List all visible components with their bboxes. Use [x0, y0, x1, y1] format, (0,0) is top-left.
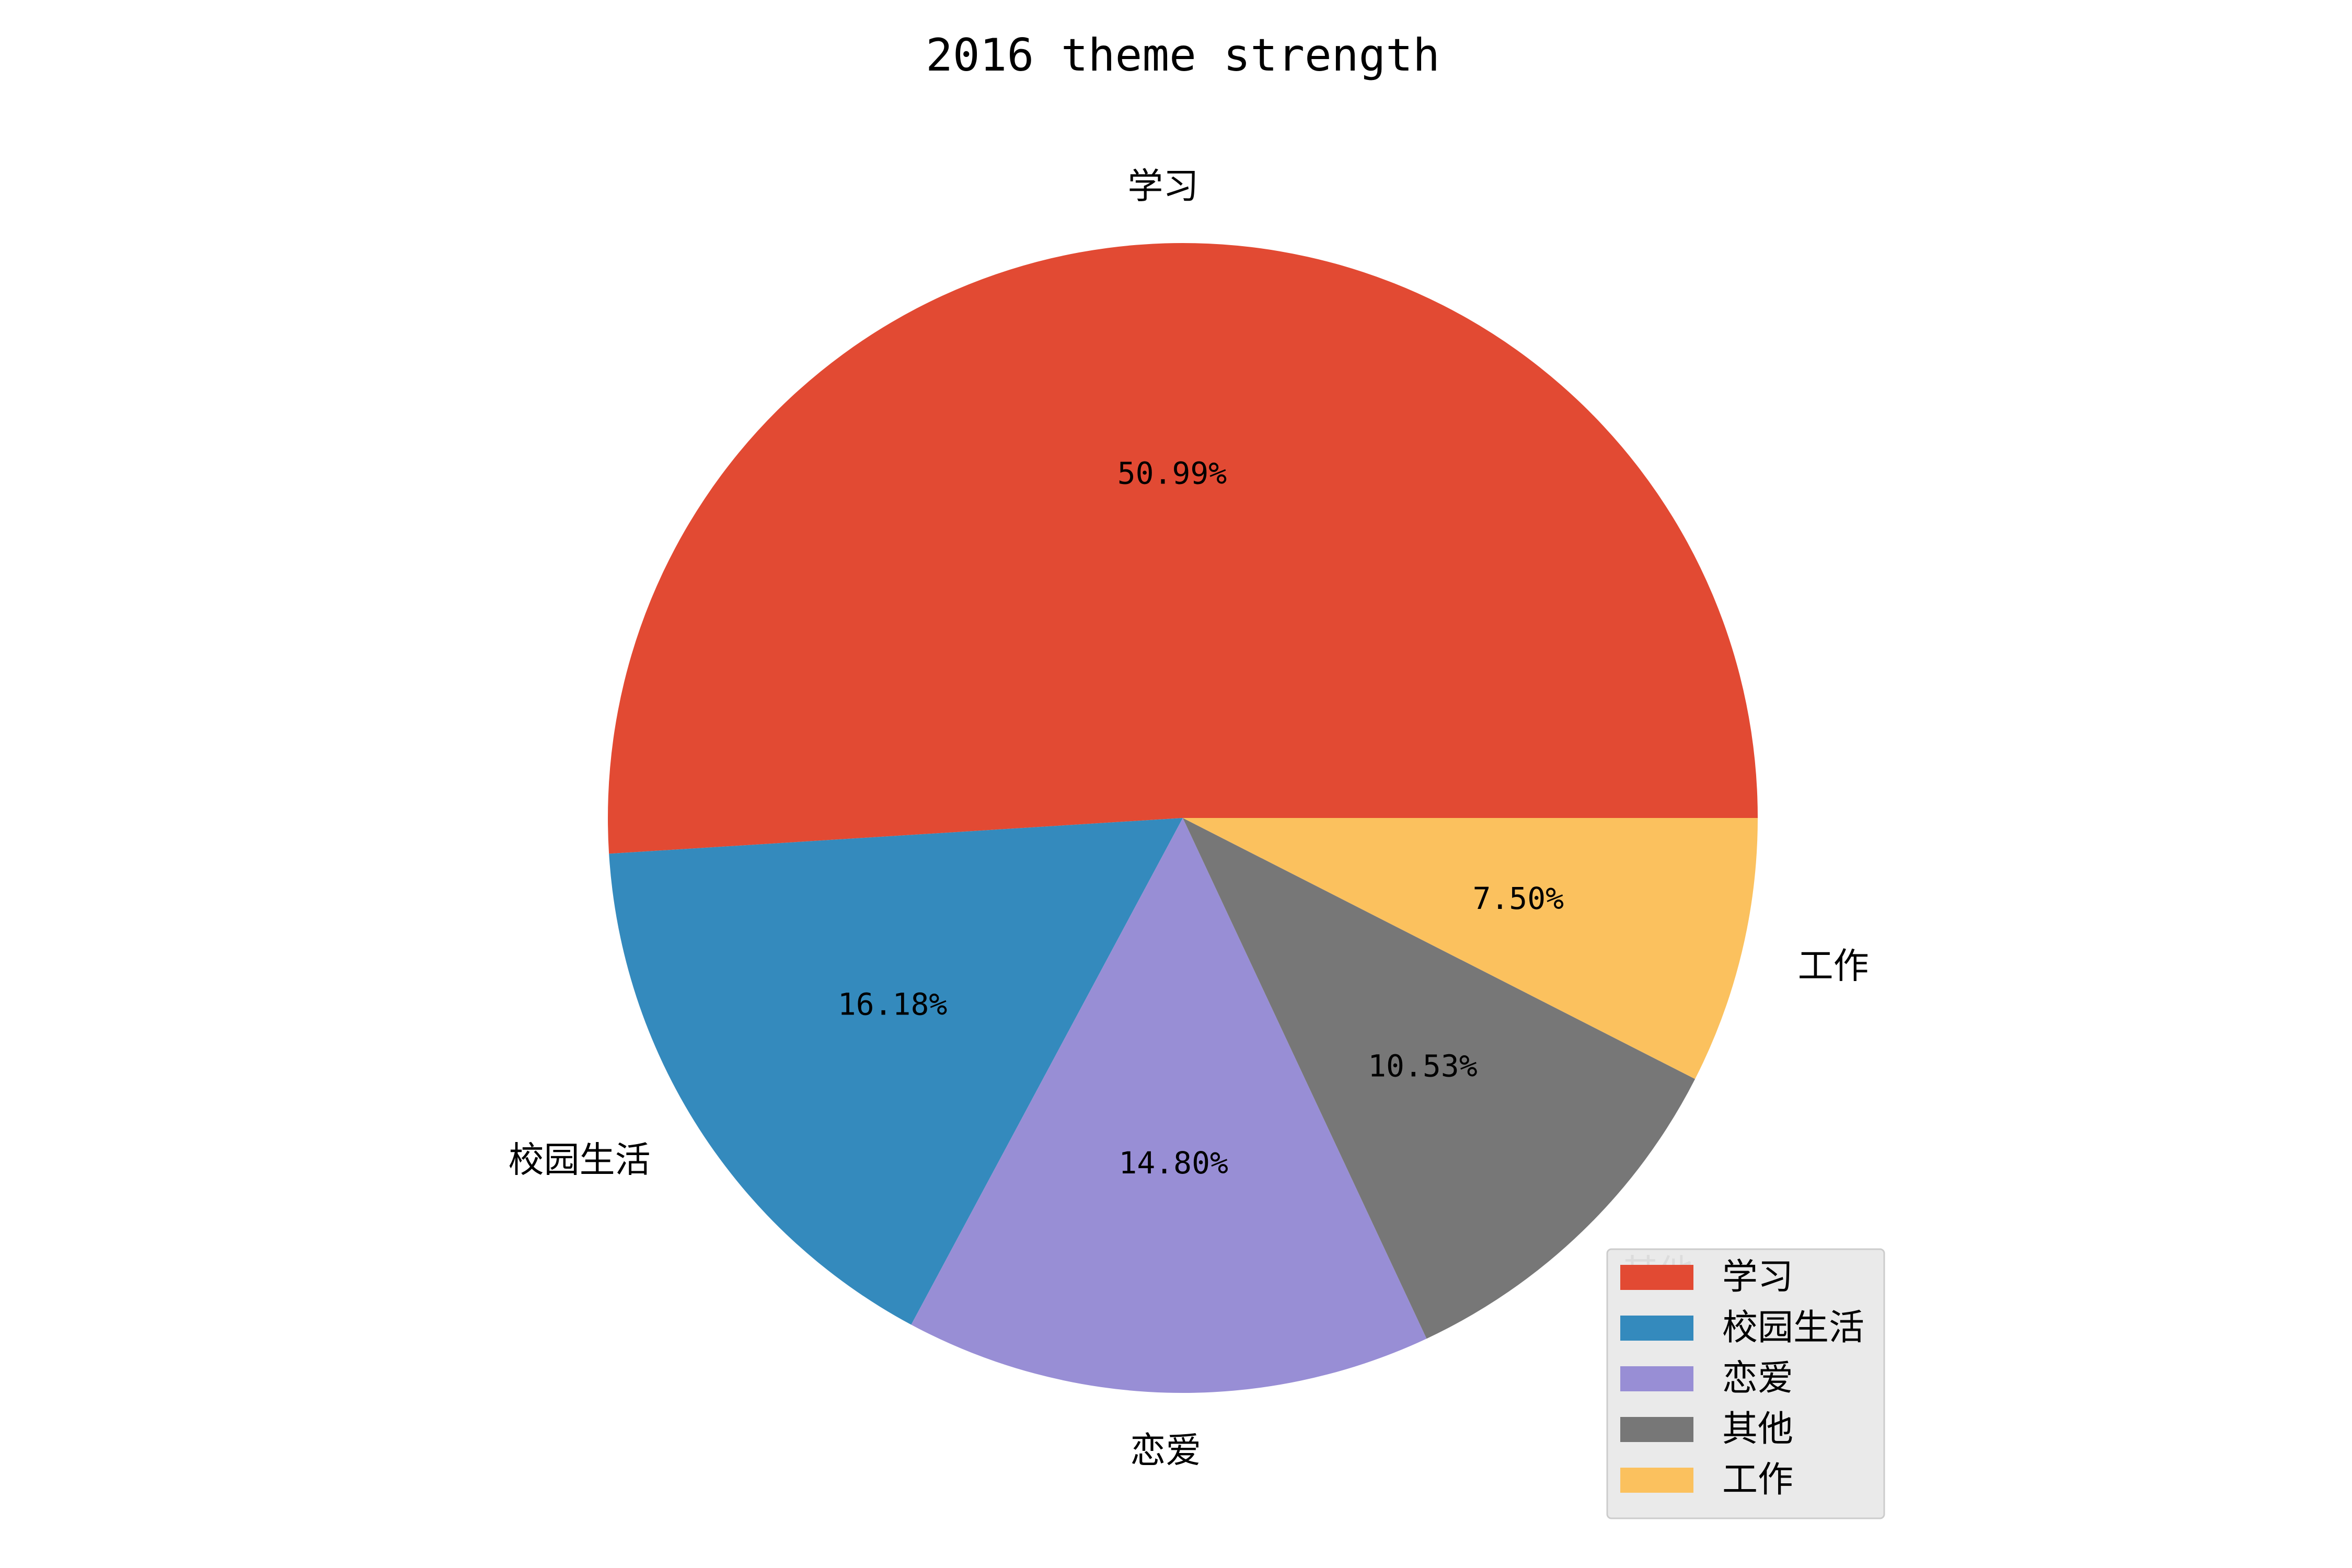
- percent-labels: 50.99% 16.18% 14.80% 10.53% 7.50%: [838, 455, 1564, 1180]
- slice-2-label: 校园生活: [509, 1139, 651, 1181]
- slice-1-label: 学习: [1127, 166, 1198, 207]
- legend-swatch-2: [1620, 1316, 1693, 1341]
- slice-5-percent: 7.50%: [1472, 881, 1564, 916]
- legend-label-3: 恋爱: [1722, 1358, 1793, 1399]
- slice-3-percent: 14.80%: [1119, 1145, 1228, 1181]
- slice-2-percent: 16.18%: [838, 986, 948, 1022]
- slice-2: [609, 818, 1183, 1325]
- pie-slices: [608, 243, 1758, 1393]
- legend-label-2: 校园生活: [1722, 1307, 1864, 1348]
- legend-swatch-5: [1620, 1468, 1693, 1493]
- slice-5: [1183, 818, 1758, 1079]
- legend-swatch-4: [1620, 1417, 1693, 1442]
- legend-label-5: 工作: [1722, 1459, 1793, 1501]
- legend-label-1: 学习: [1722, 1256, 1793, 1298]
- slice-4: [1183, 818, 1696, 1339]
- legend-label-4: 其他: [1722, 1409, 1793, 1450]
- slice-1: [608, 243, 1758, 854]
- legend-swatch-3: [1620, 1366, 1693, 1391]
- legend-swatch-1: [1620, 1265, 1693, 1290]
- slice-3-label: 恋爱: [1130, 1431, 1201, 1472]
- slice-3: [911, 818, 1427, 1393]
- chart-title: 2016 theme strength: [926, 29, 1440, 82]
- slice-5-label: 工作: [1798, 946, 1869, 987]
- slice-4-percent: 10.53%: [1368, 1048, 1478, 1083]
- slice-1-percent: 50.99%: [1117, 455, 1227, 491]
